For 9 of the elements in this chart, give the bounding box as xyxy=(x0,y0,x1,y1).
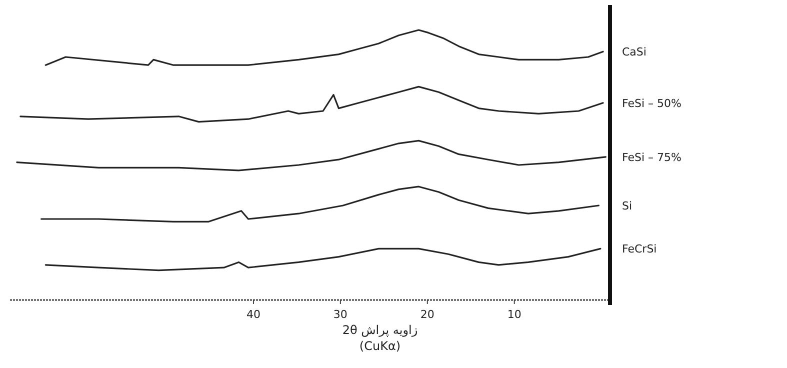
series-label: FeCrSi xyxy=(622,242,657,256)
x-tick-label: 20 xyxy=(420,308,434,321)
series-label: CaSi xyxy=(622,46,646,59)
series-label: FeSi – 75% xyxy=(622,150,682,164)
x-tick-label: 30 xyxy=(333,308,348,321)
x-tick-label: 10 xyxy=(507,308,522,321)
series-label: FeSi – 50% xyxy=(622,96,682,110)
text: Si xyxy=(622,200,632,212)
x-tick-label: 40 xyxy=(246,308,260,321)
